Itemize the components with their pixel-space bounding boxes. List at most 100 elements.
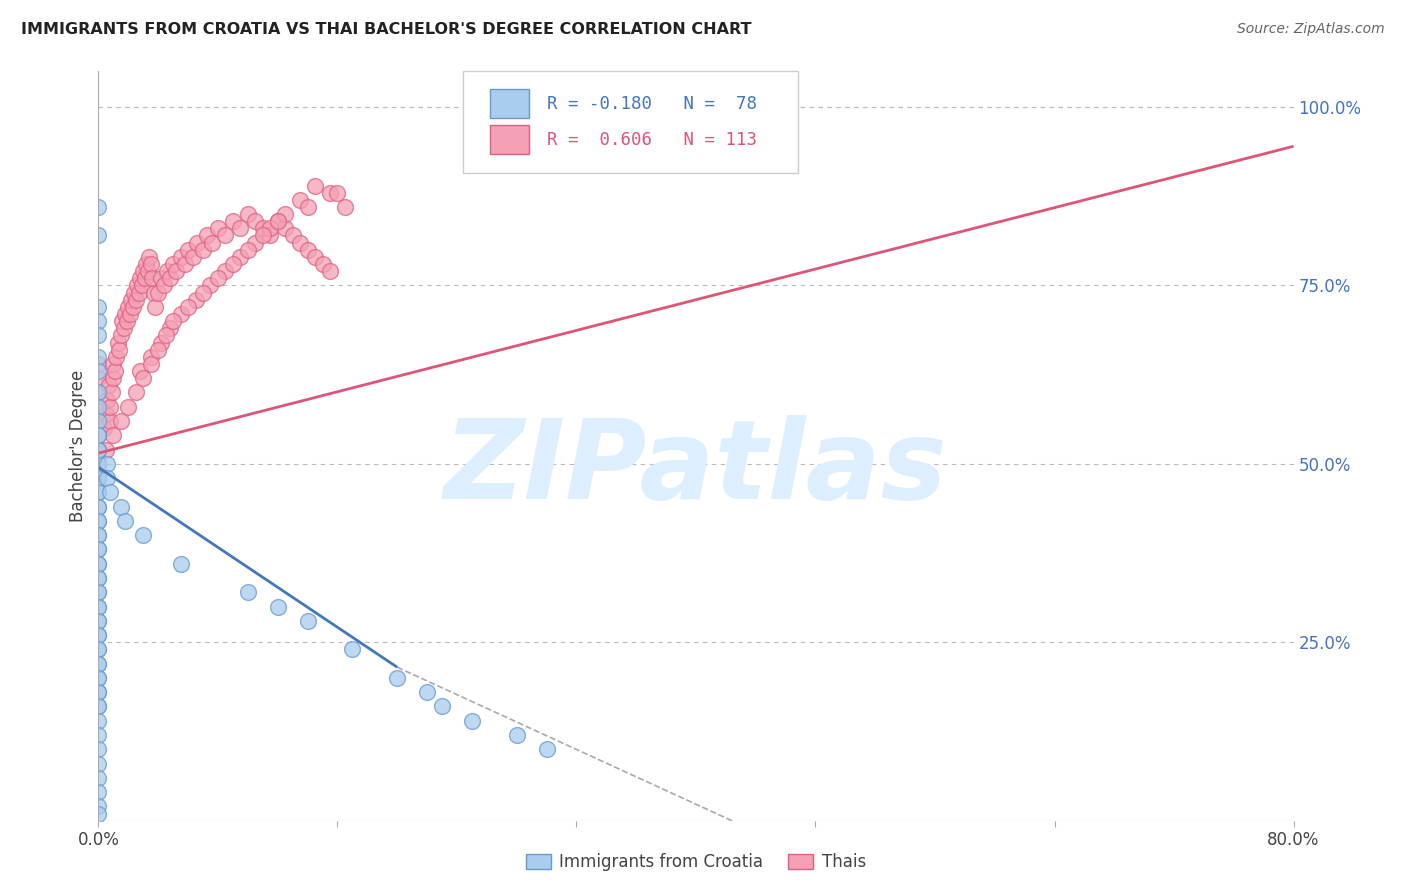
Text: R =  0.606   N = 113: R = 0.606 N = 113 — [547, 130, 756, 149]
Point — [87, 457, 110, 471]
Point — [181, 250, 204, 264]
Point — [143, 300, 166, 314]
Point — [156, 264, 179, 278]
Point — [87, 514, 110, 528]
Point — [87, 785, 110, 799]
Bar — [491, 125, 529, 153]
Point — [267, 214, 290, 228]
Point — [96, 457, 118, 471]
Point — [87, 350, 110, 364]
Point — [111, 314, 134, 328]
Point — [118, 307, 141, 321]
Text: ZIPatlas: ZIPatlas — [444, 415, 948, 522]
Point — [127, 278, 149, 293]
Point — [135, 257, 157, 271]
Point — [87, 614, 110, 628]
Point — [148, 343, 170, 357]
Point — [110, 500, 132, 514]
Y-axis label: Bachelor's Degree: Bachelor's Degree — [69, 370, 87, 522]
Point — [153, 278, 176, 293]
Point — [87, 571, 110, 585]
Point — [162, 314, 184, 328]
Point — [162, 257, 184, 271]
Point — [259, 228, 281, 243]
Point — [288, 193, 311, 207]
FancyBboxPatch shape — [463, 71, 797, 172]
Point — [274, 221, 297, 235]
Point — [141, 271, 163, 285]
Point — [87, 685, 110, 699]
Point — [169, 557, 191, 571]
Point — [138, 250, 160, 264]
Point — [87, 364, 110, 378]
Point — [169, 307, 191, 321]
Point — [333, 200, 356, 214]
Point — [87, 599, 110, 614]
Point — [94, 407, 117, 421]
Point — [110, 328, 132, 343]
Text: Source: ZipAtlas.com: Source: ZipAtlas.com — [1237, 22, 1385, 37]
Point — [236, 585, 259, 599]
Point — [87, 457, 110, 471]
Bar — [491, 89, 529, 118]
Point — [288, 235, 311, 250]
Point — [87, 756, 110, 771]
Point — [184, 293, 207, 307]
Point — [536, 742, 558, 756]
Point — [87, 557, 110, 571]
Point — [200, 278, 222, 293]
Point — [139, 357, 162, 371]
Point — [87, 442, 110, 457]
Point — [87, 400, 110, 414]
Point — [87, 557, 110, 571]
Point — [252, 228, 274, 243]
Point — [87, 657, 110, 671]
Point — [125, 293, 148, 307]
Point — [155, 328, 177, 343]
Point — [87, 699, 110, 714]
Point — [98, 414, 122, 428]
Point — [98, 485, 122, 500]
Point — [319, 186, 342, 200]
Point — [101, 385, 124, 400]
Point — [114, 514, 136, 528]
Point — [87, 528, 110, 542]
Point — [236, 207, 259, 221]
Point — [87, 428, 110, 442]
Point — [124, 285, 146, 300]
Point — [132, 264, 155, 278]
Point — [103, 371, 125, 385]
Point — [174, 257, 197, 271]
Point — [87, 485, 110, 500]
Point — [297, 200, 319, 214]
Point — [87, 657, 110, 671]
Point — [103, 428, 125, 442]
Point — [385, 671, 409, 685]
Point — [115, 314, 138, 328]
Point — [105, 350, 128, 364]
Point — [87, 414, 110, 428]
Point — [87, 542, 110, 557]
Point — [430, 699, 453, 714]
Point — [87, 428, 110, 442]
Point — [87, 228, 110, 243]
Point — [96, 471, 118, 485]
Point — [112, 321, 135, 335]
Point — [274, 207, 297, 221]
Point — [87, 542, 110, 557]
Point — [319, 264, 342, 278]
Point — [87, 500, 110, 514]
Point — [207, 271, 229, 285]
Point — [98, 400, 122, 414]
Point — [87, 671, 110, 685]
Point — [87, 571, 110, 585]
Point — [93, 421, 115, 435]
Point — [165, 264, 187, 278]
Point — [150, 271, 173, 285]
Point — [120, 293, 142, 307]
Point — [128, 285, 150, 300]
Point — [87, 599, 110, 614]
Point — [169, 250, 191, 264]
Point — [197, 228, 219, 243]
Point — [87, 614, 110, 628]
